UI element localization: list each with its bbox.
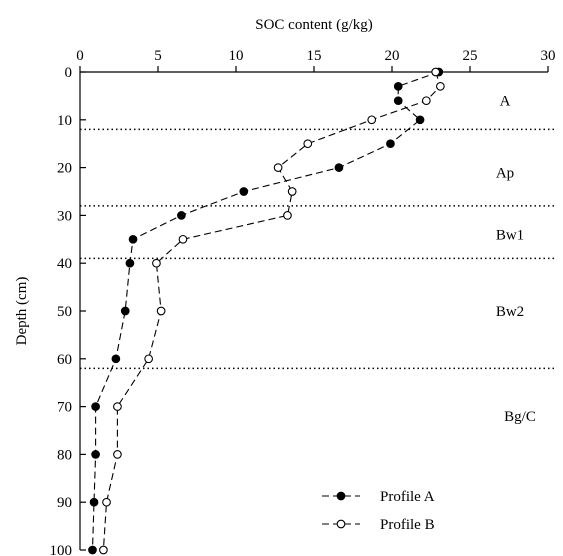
- horizon-label: Bw1: [496, 228, 524, 244]
- data-point: [113, 450, 122, 459]
- legend-marker: [336, 519, 346, 529]
- series-profile-a: [88, 67, 444, 555]
- y-tick-label: 70: [57, 400, 72, 416]
- data-point: [152, 258, 161, 268]
- horizon-label: Ap: [496, 165, 514, 181]
- data-point: [287, 187, 297, 196]
- y-tick-label: 90: [57, 495, 72, 511]
- legend: Profile A Profile B: [322, 489, 435, 533]
- y-axis-title: Depth (cm): [14, 277, 30, 346]
- data-point: [125, 258, 135, 268]
- x-tick-label: 5: [154, 48, 162, 64]
- data-point: [386, 139, 395, 149]
- data-point: [91, 402, 100, 411]
- data-point: [178, 234, 188, 244]
- legend-label: Profile B: [380, 517, 435, 533]
- x-tick-label: 10: [229, 48, 244, 64]
- data-point: [99, 545, 108, 555]
- x-tick-label: 20: [385, 48, 400, 64]
- series-profile-b: [99, 67, 445, 555]
- legend-marker: [336, 491, 346, 501]
- data-point: [120, 306, 130, 316]
- data-point: [415, 115, 425, 125]
- horizon-label: A: [500, 94, 511, 110]
- data-point: [144, 354, 153, 364]
- data-point: [128, 234, 138, 244]
- data-point: [393, 81, 403, 91]
- horizon-label: Bw2: [496, 304, 524, 320]
- y-tick-label: 10: [57, 113, 72, 129]
- y-tick-label: 0: [65, 65, 73, 81]
- data-series: [88, 67, 445, 555]
- data-point: [88, 545, 97, 555]
- x-axis-title: SOC content (g/kg): [255, 17, 373, 33]
- data-point: [91, 450, 100, 459]
- data-point: [156, 306, 166, 316]
- horizon-label: Bg/C: [504, 409, 536, 425]
- axes: 0 5 10 15 20 25 30 0 10 20 30 40 50 60 70 80 90 100: [50, 48, 556, 556]
- data-point: [393, 96, 403, 106]
- data-point: [111, 354, 121, 364]
- y-tick-label: 40: [57, 256, 72, 272]
- data-point: [436, 81, 445, 91]
- series-line: [91, 71, 439, 551]
- y-tick-label: 80: [57, 447, 72, 463]
- data-point: [431, 67, 441, 77]
- x-tick-label: 25: [463, 48, 478, 64]
- legend-label: Profile A: [380, 489, 435, 505]
- x-tick-label: 0: [76, 48, 84, 64]
- data-point: [89, 497, 99, 507]
- data-point: [303, 139, 313, 149]
- y-tick-label: 20: [57, 161, 72, 177]
- x-tick-label: 15: [307, 48, 322, 64]
- y-tick-label: 100: [50, 543, 73, 556]
- data-point: [113, 402, 122, 411]
- data-point: [273, 163, 283, 172]
- data-point: [102, 497, 111, 507]
- data-point: [334, 163, 344, 172]
- y-tick-label: 30: [57, 208, 72, 224]
- series-line: [102, 71, 442, 551]
- y-tick-label: 60: [57, 352, 72, 368]
- data-point: [421, 96, 431, 106]
- horizon-boundaries: A Ap Bw1 Bw2 Bg/C: [80, 94, 555, 425]
- data-point: [367, 115, 377, 125]
- x-tick-label: 30: [541, 48, 556, 64]
- data-point: [283, 211, 292, 220]
- data-point: [239, 187, 249, 196]
- data-point: [177, 211, 186, 220]
- y-tick-label: 50: [57, 304, 72, 320]
